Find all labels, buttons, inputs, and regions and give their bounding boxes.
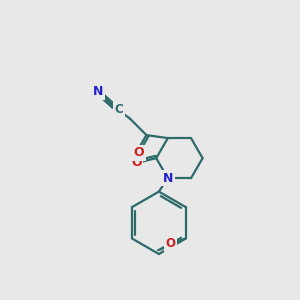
Text: O: O	[134, 146, 144, 159]
Text: N: N	[163, 172, 173, 185]
Text: O: O	[166, 237, 176, 250]
Text: C: C	[115, 103, 124, 116]
Text: O: O	[131, 156, 142, 169]
Text: N: N	[92, 85, 103, 98]
